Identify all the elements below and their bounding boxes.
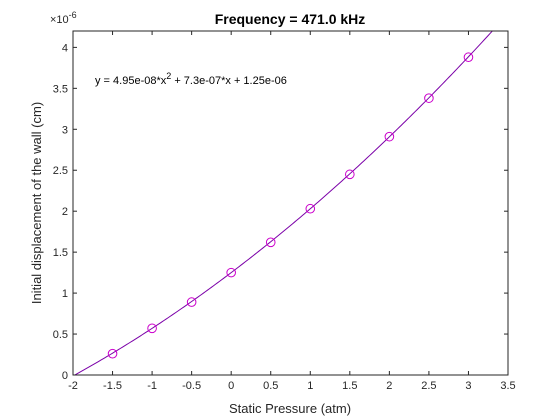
data-point — [107, 348, 118, 359]
x-tick-label: 0.5 — [263, 380, 278, 392]
x-axis-label: Static Pressure (atm) — [229, 401, 351, 416]
x-tick-label: -1 — [147, 380, 157, 392]
fit-layer — [74, 30, 493, 376]
y-exponent-power: -6 — [69, 10, 77, 20]
data-point — [186, 297, 197, 307]
x-tick-label: 2.5 — [421, 380, 436, 392]
x-tick-label: 1 — [307, 380, 313, 392]
fit-equation-superscript: 2 — [166, 71, 171, 81]
fit-equation: y = 4.95e-08*x2 + 7.3e-07*x + 1.25e-06 — [95, 71, 287, 87]
y-tick-label: 3.5 — [53, 83, 68, 95]
y-tick-label: 0.5 — [53, 329, 68, 341]
x-axis: -2 -1.5 -1 -0.5 0 0.5 1 1.5 2 2.5 3 3.5 — [68, 31, 516, 392]
data-point — [226, 267, 236, 278]
y-axis: 0 0.5 1 1.5 2 2.5 3 3.5 4 — [53, 42, 508, 382]
x-tick-label: 2 — [386, 380, 392, 392]
y-tick-label: 1 — [62, 288, 68, 300]
x-tick-label: -2 — [68, 380, 78, 392]
y-tick-label: 1.5 — [53, 247, 68, 259]
x-tick-label: -1.5 — [103, 380, 122, 392]
y-tick-label: 4 — [62, 42, 68, 54]
x-tick-label: 0 — [228, 380, 234, 392]
x-tick-label: 1.5 — [342, 380, 357, 392]
data-point — [147, 323, 157, 334]
chart-title: Frequency = 471.0 kHz — [215, 11, 366, 27]
fit-curve — [74, 30, 493, 376]
y-axis-label: Initial displacement of the wall (cm) — [29, 102, 44, 304]
marker-layer — [107, 52, 474, 359]
axes-box — [72, 30, 509, 376]
data-point — [424, 93, 434, 103]
data-point — [305, 203, 316, 214]
y-tick-label: 2.5 — [53, 165, 68, 177]
data-point — [345, 169, 355, 180]
x-tick-label: -0.5 — [182, 380, 201, 392]
x-tick-label: 3.5 — [500, 380, 515, 392]
y-exponent-label: ×10-6 — [50, 10, 77, 26]
y-tick-label: 0 — [62, 370, 68, 382]
data-point — [463, 52, 474, 63]
y-tick-label: 2 — [62, 206, 68, 218]
data-point — [265, 237, 276, 248]
x-tick-label: 3 — [465, 380, 471, 392]
y-tick-label: 3 — [62, 124, 68, 136]
data-point — [384, 131, 395, 142]
plot-area — [73, 31, 508, 375]
